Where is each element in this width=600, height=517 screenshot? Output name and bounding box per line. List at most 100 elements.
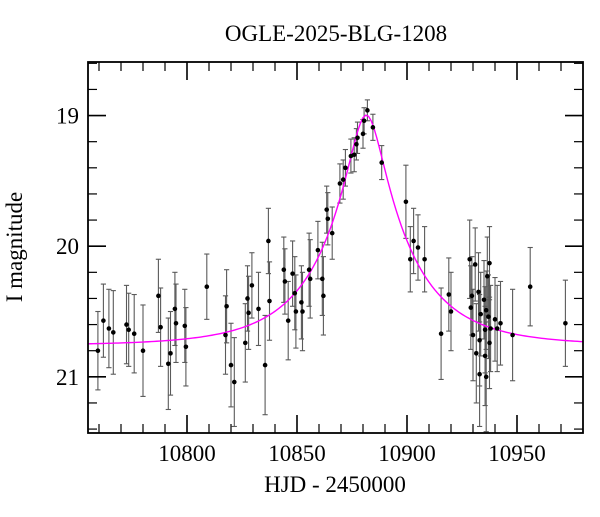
data-point [468,305,474,310]
data-point [307,276,313,282]
data-point [563,320,568,326]
data-point [262,362,268,368]
data-point [478,311,484,317]
data-point [365,108,370,113]
data-point [249,283,255,288]
axis-ticks-layer [88,62,583,433]
data-point [293,309,299,314]
y-tick-label: 21 [56,365,79,390]
data-point [183,344,189,350]
data-point [481,297,487,303]
data-point [228,362,234,368]
data-point [482,353,488,359]
data-point [95,348,101,354]
data-point [403,199,409,205]
data-point [101,318,106,323]
y-axis-label: I magnitude [2,192,27,303]
data-point [340,177,346,182]
microlensing-model-curve [87,114,584,345]
x-tick-label: 10950 [488,441,546,466]
data-point [306,267,312,273]
data-point [245,296,250,301]
data-point [487,340,492,346]
data-point [361,118,367,124]
data-point [483,307,489,313]
data-point [379,160,385,165]
x-tick-label: 10900 [378,441,436,466]
data-point [158,324,163,330]
plot-title: OGLE-2025-BLG-1208 [225,21,447,46]
data-point [438,331,444,337]
data-point [343,165,348,171]
data-point [486,314,491,320]
data-point [498,320,503,326]
data-point [477,371,482,377]
data-point [281,267,287,273]
data-point [487,260,492,266]
data-point [124,322,129,327]
plot-border [87,61,584,434]
data-point [360,131,366,137]
data-point [329,230,335,236]
data-point [315,247,321,253]
data-point [482,327,488,333]
data-points-layer [95,108,568,385]
x-tick-label: 10800 [158,441,216,466]
data-point [246,310,251,316]
data-point [166,361,171,367]
data-point [173,320,179,326]
data-point [469,293,475,299]
model-curve-layer [87,114,584,345]
data-point [510,332,515,338]
data-point [411,238,416,244]
data-point [232,379,237,385]
data-point [266,238,271,244]
data-point [474,351,479,356]
data-point [476,289,481,295]
data-point [470,332,476,338]
data-point [324,207,330,212]
data-point [415,245,421,250]
data-point [448,309,454,314]
data-point [337,181,343,186]
data-point [408,256,413,262]
data-point [351,152,357,158]
x-axis-label: HJD - 2450000 [264,472,406,497]
data-point [182,323,188,329]
data-point [300,309,305,314]
data-point [126,327,131,333]
data-point [320,276,325,282]
data-point [355,135,360,141]
data-point [131,331,137,337]
data-point [140,348,146,354]
error-bars-layer [95,99,568,433]
data-point [299,300,304,305]
data-point [446,292,452,297]
data-point [477,337,482,343]
data-point [172,306,178,312]
data-point [483,374,489,380]
data-point [156,293,161,299]
y-tick-label: 19 [56,104,79,129]
tick-labels-layer: 10800 10850 10900 10950 19 20 21 [56,104,546,466]
y-tick-label: 20 [56,234,79,259]
data-point [106,326,112,331]
data-point [354,141,359,147]
data-point [282,279,288,284]
data-point [492,317,498,322]
data-point [292,290,298,296]
data-point [256,306,261,312]
data-point [370,125,376,130]
data-point [472,262,478,267]
data-point [485,273,490,279]
data-point [325,216,331,222]
data-point [168,351,173,356]
data-point [267,298,272,304]
data-point [285,318,291,323]
data-point [321,293,326,299]
data-point [223,332,228,338]
data-point [243,340,248,346]
data-point [224,303,229,309]
data-point [494,326,500,331]
